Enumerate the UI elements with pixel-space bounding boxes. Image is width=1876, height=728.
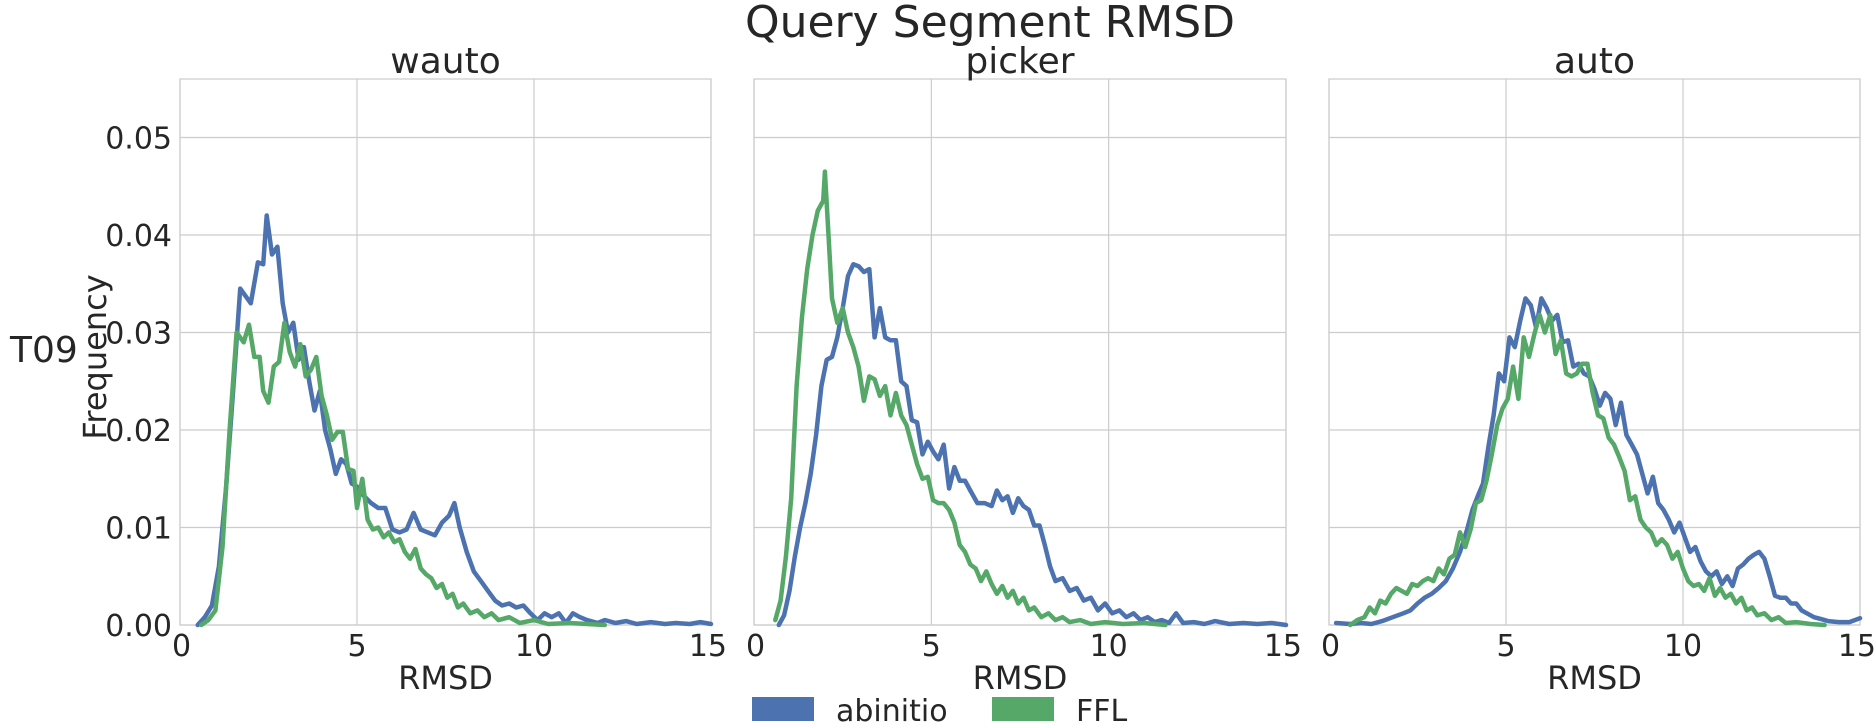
legend-label: abinitio bbox=[836, 694, 948, 728]
panel-title: auto bbox=[1554, 41, 1635, 82]
series-line-FFL bbox=[773, 169, 1168, 628]
x-tick-label: 0 bbox=[172, 629, 191, 664]
panel-picker: picker 0 5 10 15 RMSD bbox=[746, 41, 1302, 697]
legend-swatch bbox=[752, 697, 814, 721]
x-tick-label: 5 bbox=[922, 629, 941, 664]
plot-frame bbox=[753, 78, 1287, 626]
x-tick-label: 10 bbox=[1664, 629, 1702, 664]
legend-label: FFL bbox=[1076, 694, 1128, 728]
series-line-abinitio bbox=[195, 213, 714, 628]
x-tick-label: 10 bbox=[515, 629, 553, 664]
plot-frame bbox=[179, 78, 712, 626]
plot-frame bbox=[1328, 78, 1861, 626]
legend-item-FFL: FFL bbox=[992, 694, 1128, 728]
y-axis-label: Frequency bbox=[76, 274, 114, 439]
panel-auto: auto 0 5 10 15 RMSD bbox=[1321, 41, 1876, 697]
legend: abinitio FFL bbox=[752, 694, 1128, 728]
x-tick-label: 5 bbox=[1496, 629, 1515, 664]
x-axis-label: RMSD bbox=[1547, 659, 1642, 697]
series-line-abinitio bbox=[776, 262, 1289, 628]
row-label: T09 bbox=[9, 330, 78, 371]
y-tick-label: 0.00 bbox=[105, 609, 172, 644]
y-tick-label: 0.01 bbox=[105, 512, 172, 547]
x-tick-label: 0 bbox=[746, 629, 765, 664]
x-axis-label: RMSD bbox=[398, 659, 493, 697]
x-axis-label: RMSD bbox=[973, 659, 1068, 697]
y-tick-label: 0.02 bbox=[105, 414, 172, 449]
series-line-FFL bbox=[198, 320, 608, 628]
chart-title: Query Segment RMSD bbox=[745, 0, 1235, 48]
x-tick-label: 10 bbox=[1090, 629, 1128, 664]
panel-wauto: wauto 0 5 10 15 RMSD 0.00 0.01 0.02 0.03 0.04 0.05 bbox=[105, 41, 727, 697]
panel-title: wauto bbox=[390, 41, 500, 82]
legend-swatch bbox=[992, 697, 1054, 721]
x-tick-label: 15 bbox=[1264, 629, 1302, 664]
legend-item-abinitio: abinitio bbox=[752, 694, 948, 728]
panel-title: picker bbox=[965, 41, 1074, 82]
panels: wauto 0 5 10 15 RMSD 0.00 0.01 0.02 0.03 0.04 0.05 p… bbox=[105, 41, 1876, 697]
series-line-FFL bbox=[1347, 312, 1827, 628]
y-tick-label: 0.04 bbox=[105, 219, 172, 254]
y-tick-label: 0.05 bbox=[105, 122, 172, 157]
y-tick-label: 0.03 bbox=[105, 317, 172, 352]
series-line-abinitio bbox=[1333, 296, 1863, 627]
x-tick-label: 15 bbox=[689, 629, 727, 664]
x-tick-label: 15 bbox=[1838, 629, 1876, 664]
x-tick-label: 0 bbox=[1321, 629, 1340, 664]
x-tick-label: 5 bbox=[347, 629, 366, 664]
